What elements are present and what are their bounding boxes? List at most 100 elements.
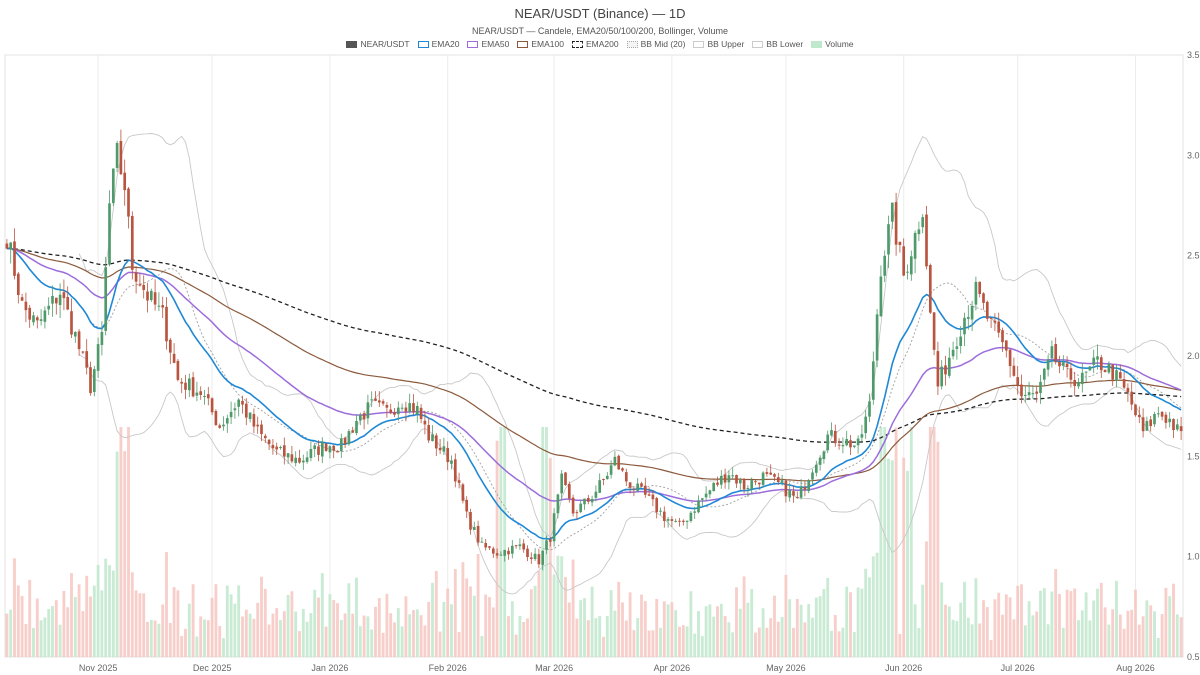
volume-bar xyxy=(666,604,670,657)
candle-body xyxy=(928,265,932,313)
volume-bar xyxy=(427,601,431,657)
legend-item-bb-lower[interactable]: BB Lower xyxy=(752,39,803,49)
volume-bar xyxy=(1153,611,1156,657)
volume-bar xyxy=(43,617,47,657)
candle-body xyxy=(305,457,309,462)
volume-bar xyxy=(807,604,811,657)
volume-bar xyxy=(845,586,849,657)
candle-body xyxy=(73,332,77,337)
legend-item-ema200[interactable]: EMA200 xyxy=(571,39,619,49)
candle-body xyxy=(716,482,719,485)
legend-item-volume[interactable]: Volume xyxy=(811,39,854,49)
legend-item-bb-mid-20[interactable]: BB Mid (20) xyxy=(626,39,685,49)
volume-bar xyxy=(290,591,294,657)
volume-bar xyxy=(1042,588,1046,657)
volume-bar xyxy=(932,427,936,657)
volume-bar xyxy=(602,636,605,657)
candle-body xyxy=(146,291,149,301)
volume-bar xyxy=(997,592,1001,657)
legend-item-ema50[interactable]: EMA50 xyxy=(467,39,509,49)
volume-bar xyxy=(723,616,727,657)
candle-body xyxy=(860,434,864,438)
volume-bar xyxy=(898,633,902,657)
candle-body xyxy=(689,512,693,522)
volume-bar xyxy=(362,615,366,657)
candle-body xyxy=(936,351,940,387)
volume-bar xyxy=(818,596,822,657)
legend-swatch xyxy=(467,40,479,48)
volume-bar xyxy=(624,620,628,657)
candle-body xyxy=(921,217,925,228)
volume-bar xyxy=(13,558,16,657)
candle-body xyxy=(974,281,978,305)
volume-bar xyxy=(347,583,351,657)
volume-bar xyxy=(757,627,761,657)
volume-bar xyxy=(989,639,993,657)
chart-title: NEAR/USDT (Binance) — 1D xyxy=(514,6,686,21)
volume-bar xyxy=(670,602,674,657)
volume-bar xyxy=(195,636,199,657)
volume-bar xyxy=(89,596,92,657)
volume-bar xyxy=(868,577,871,657)
candle-body xyxy=(662,511,666,521)
candle-body xyxy=(826,434,830,451)
candle-body xyxy=(503,549,507,556)
volume-bar xyxy=(218,625,222,657)
candle-body xyxy=(92,369,96,393)
volume-bar xyxy=(510,601,514,657)
candle-body xyxy=(841,445,845,447)
candle-body xyxy=(1172,419,1175,431)
candle-body xyxy=(1126,387,1130,393)
candle-body xyxy=(537,554,541,565)
volume-bar xyxy=(632,630,636,657)
legend-item-ema20[interactable]: EMA20 xyxy=(417,39,459,49)
candle-body xyxy=(1164,414,1168,423)
candle-body xyxy=(16,273,20,296)
volume-bar xyxy=(826,577,830,657)
volume-bar xyxy=(400,626,404,657)
candle-body xyxy=(970,305,974,320)
volume-bar xyxy=(491,607,495,657)
candle-body xyxy=(237,399,241,407)
candle-body xyxy=(271,444,275,449)
ema50-line xyxy=(6,247,1182,502)
candle-body xyxy=(640,483,643,487)
candle-body xyxy=(750,480,754,490)
volume-bar xyxy=(70,573,73,657)
candle-body xyxy=(313,445,317,450)
candle-body xyxy=(317,446,320,455)
volume-bar xyxy=(659,627,662,657)
legend-item-near-usdt[interactable]: NEAR/USDT xyxy=(346,39,410,49)
candle-body xyxy=(548,539,552,542)
volume-bar xyxy=(419,615,423,657)
candle-body xyxy=(62,292,66,299)
legend-item-ema100[interactable]: EMA100 xyxy=(517,39,564,49)
x-tick-label: Mar 2026 xyxy=(535,663,573,673)
volume-bar xyxy=(39,620,43,657)
volume-bar xyxy=(309,613,313,657)
candle-body xyxy=(1035,391,1039,394)
candle-body xyxy=(104,267,108,331)
volume-bar xyxy=(339,619,343,657)
legend-label: EMA50 xyxy=(481,39,510,49)
candle-body xyxy=(590,498,594,503)
candle-body xyxy=(301,460,305,463)
candle-body xyxy=(784,480,788,497)
volume-bar xyxy=(1137,624,1141,657)
volume-bar xyxy=(225,585,229,657)
x-tick-label: Dec 2025 xyxy=(193,663,232,673)
volume-bar xyxy=(385,593,389,657)
legend-swatch xyxy=(752,40,764,48)
volume-bar xyxy=(1096,588,1099,657)
legend-label: EMA200 xyxy=(585,39,619,49)
candle-body xyxy=(989,317,993,319)
legend-item-bb-upper[interactable]: BB Upper xyxy=(693,39,744,49)
volume-bar xyxy=(248,613,252,657)
candle-body xyxy=(1130,391,1134,405)
volume-bar xyxy=(605,615,609,657)
volume-bar xyxy=(229,594,233,657)
volume-bar xyxy=(887,458,890,657)
volume-bar xyxy=(252,618,256,657)
volume-bar xyxy=(461,562,465,657)
